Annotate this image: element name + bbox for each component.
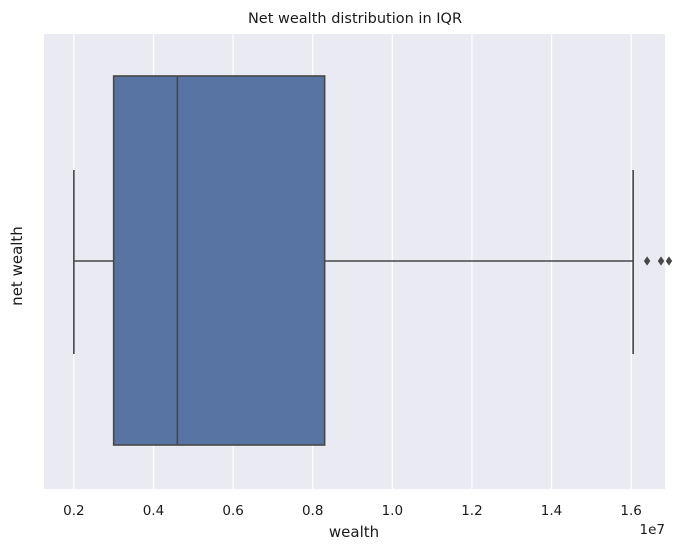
- outlier-point: [643, 256, 651, 266]
- box-plot: [73, 75, 673, 446]
- x-tick-label: 1.0: [382, 503, 403, 519]
- x-tick-label: 1.2: [461, 503, 482, 519]
- x-axis-label: wealth: [329, 523, 379, 541]
- y-axis-label: net wealth: [8, 226, 26, 306]
- x-axis-offset-label: 1e7: [640, 522, 665, 538]
- x-tick-label: 0.6: [222, 503, 243, 519]
- x-tick-label: 0.4: [143, 503, 164, 519]
- x-tick-label: 0.2: [63, 503, 84, 519]
- x-tick-labels: 0.2 0.4 0.6 0.8 1.0 1.2 1.4 1.6: [63, 503, 642, 519]
- x-tick-label: 1.6: [620, 503, 641, 519]
- chart-title: Net wealth distribution in IQR: [248, 11, 462, 27]
- iqr-box: [112, 75, 326, 446]
- outlier-point: [665, 256, 673, 266]
- outlier-point: [657, 256, 665, 266]
- x-tick-label: 1.4: [541, 503, 562, 519]
- x-tick-label: 0.8: [302, 503, 323, 519]
